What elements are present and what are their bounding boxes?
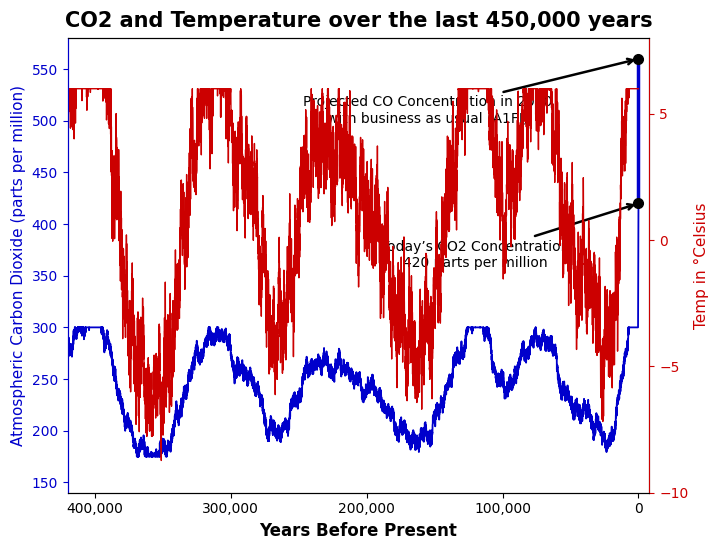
Y-axis label: Atmospheric Carbon Dioxide (parts per million): Atmospheric Carbon Dioxide (parts per mi… (11, 85, 26, 446)
Text: Projected CO Concentration in 2050
with business as usual (A1FI): Projected CO Concentration in 2050 with … (303, 59, 633, 126)
Y-axis label: Temp in °Celsius: Temp in °Celsius (694, 202, 709, 328)
X-axis label: Years Before Present: Years Before Present (260, 522, 457, 540)
Text: Today’s CO2 Concentration
420 parts per million: Today’s CO2 Concentration 420 parts per … (381, 204, 633, 270)
Title: CO2 and Temperature over the last 450,000 years: CO2 and Temperature over the last 450,00… (65, 11, 652, 31)
